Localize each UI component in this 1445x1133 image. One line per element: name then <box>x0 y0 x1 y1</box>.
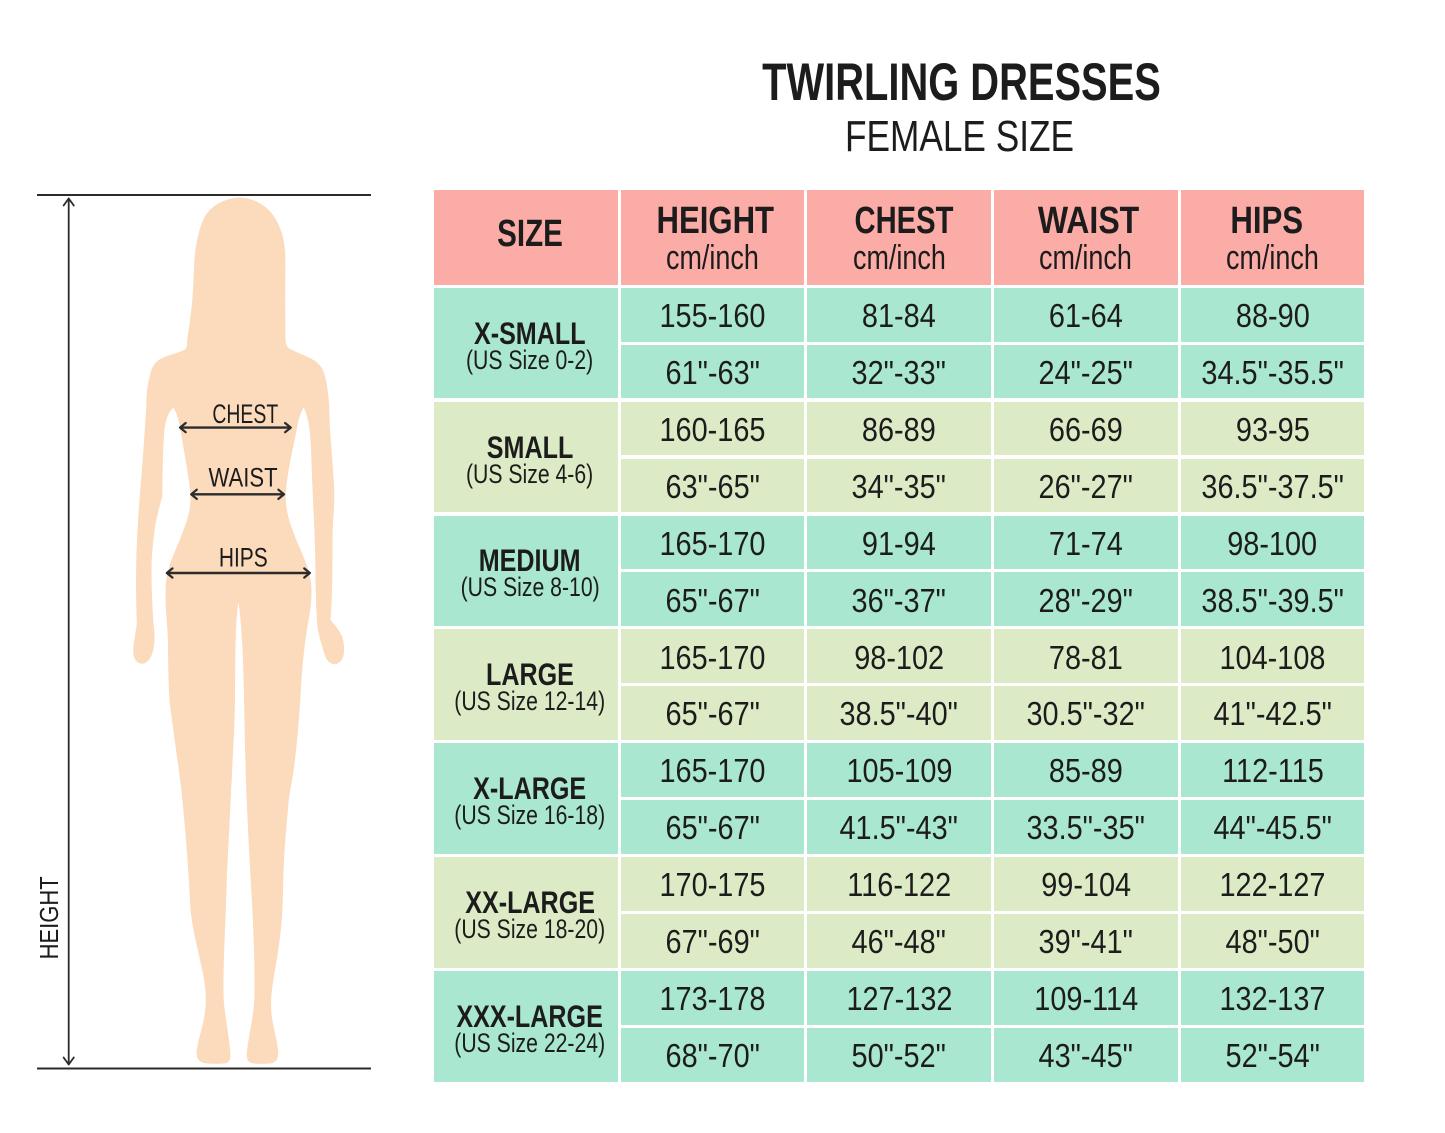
svg-text:HEIGHT: HEIGHT <box>36 876 65 959</box>
svg-text:HIPS: HIPS <box>219 543 268 573</box>
svg-text:WAIST: WAIST <box>208 464 277 494</box>
svg-text:CHEST: CHEST <box>212 399 278 429</box>
